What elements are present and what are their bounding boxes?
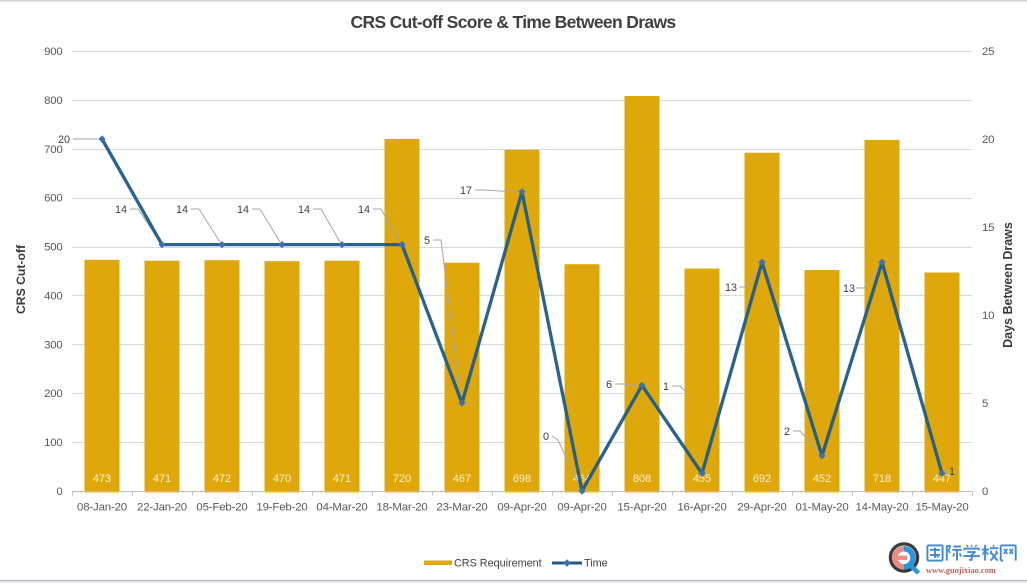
svg-text:14-May-20: 14-May-20 <box>855 502 908 514</box>
svg-text:04-Mar-20: 04-Mar-20 <box>316 502 367 514</box>
svg-text:500: 500 <box>44 242 62 254</box>
svg-text:200: 200 <box>44 388 62 400</box>
svg-text:15-May-20: 15-May-20 <box>915 502 968 514</box>
svg-text:15: 15 <box>982 222 994 234</box>
svg-text:14: 14 <box>237 204 249 216</box>
svg-text:6: 6 <box>606 379 612 391</box>
svg-text:471: 471 <box>153 473 171 485</box>
svg-text:08-Jan-20: 08-Jan-20 <box>77 502 127 514</box>
svg-text:16-Apr-20: 16-Apr-20 <box>677 502 726 514</box>
svg-text:5: 5 <box>982 398 988 410</box>
svg-text:700: 700 <box>44 144 62 156</box>
svg-text:2: 2 <box>784 426 790 438</box>
svg-text:05-Feb-20: 05-Feb-20 <box>196 502 247 514</box>
svg-text:CRS Cut-off Score & Time Betwe: CRS Cut-off Score & Time Between Draws <box>350 12 676 32</box>
svg-text:472: 472 <box>213 473 231 485</box>
svg-text:808: 808 <box>633 473 651 485</box>
svg-text:29-Apr-20: 29-Apr-20 <box>737 502 786 514</box>
svg-text:25: 25 <box>982 46 994 58</box>
svg-text:01-May-20: 01-May-20 <box>795 502 848 514</box>
svg-text:455: 455 <box>693 473 711 485</box>
svg-text:23-Mar-20: 23-Mar-20 <box>436 502 487 514</box>
svg-text:1: 1 <box>949 466 955 478</box>
svg-text:22-Jan-20: 22-Jan-20 <box>137 502 187 514</box>
svg-text:692: 692 <box>753 473 771 485</box>
svg-text:718: 718 <box>873 473 891 485</box>
svg-text:Days Between Draws: Days Between Draws <box>1001 222 1015 348</box>
svg-text:19-Feb-20: 19-Feb-20 <box>256 502 307 514</box>
svg-text:CRS Cut-off: CRS Cut-off <box>14 244 28 314</box>
svg-text:0: 0 <box>543 431 549 443</box>
svg-text:0: 0 <box>56 486 62 498</box>
svg-text:470: 470 <box>273 473 291 485</box>
svg-text:10: 10 <box>982 310 994 322</box>
svg-text:13: 13 <box>725 282 737 294</box>
svg-text:18-Mar-20: 18-Mar-20 <box>376 502 427 514</box>
svg-text:1: 1 <box>663 381 669 393</box>
svg-text:09-Apr-20: 09-Apr-20 <box>497 502 546 514</box>
svg-text:CRS Requirement: CRS Requirement <box>454 558 542 570</box>
svg-text:13: 13 <box>843 283 855 295</box>
svg-text:300: 300 <box>44 339 62 351</box>
svg-text:09-Apr-20: 09-Apr-20 <box>557 502 606 514</box>
svg-text:14: 14 <box>298 204 310 216</box>
svg-text:471: 471 <box>333 473 351 485</box>
svg-text:600: 600 <box>44 193 62 205</box>
svg-text:20: 20 <box>982 134 994 146</box>
svg-text:698: 698 <box>513 473 531 485</box>
svg-text:17: 17 <box>460 185 472 197</box>
svg-text:900: 900 <box>44 46 62 58</box>
svg-text:14: 14 <box>358 204 370 216</box>
svg-text:www.guojixiao.com: www.guojixiao.com <box>926 566 996 575</box>
svg-text:14: 14 <box>115 204 127 216</box>
svg-text:800: 800 <box>44 95 62 107</box>
svg-text:100: 100 <box>44 437 62 449</box>
svg-text:14: 14 <box>176 204 188 216</box>
svg-text:473: 473 <box>93 473 111 485</box>
svg-text:467: 467 <box>453 473 471 485</box>
svg-text:720: 720 <box>393 473 411 485</box>
svg-text:0: 0 <box>982 486 988 498</box>
svg-text:15-Apr-20: 15-Apr-20 <box>617 502 666 514</box>
svg-text:452: 452 <box>813 473 831 485</box>
svg-text:447: 447 <box>933 473 951 485</box>
svg-text:400: 400 <box>44 290 62 302</box>
svg-text:5: 5 <box>424 235 430 247</box>
svg-text:20: 20 <box>58 134 70 146</box>
svg-text:Time: Time <box>584 558 608 570</box>
